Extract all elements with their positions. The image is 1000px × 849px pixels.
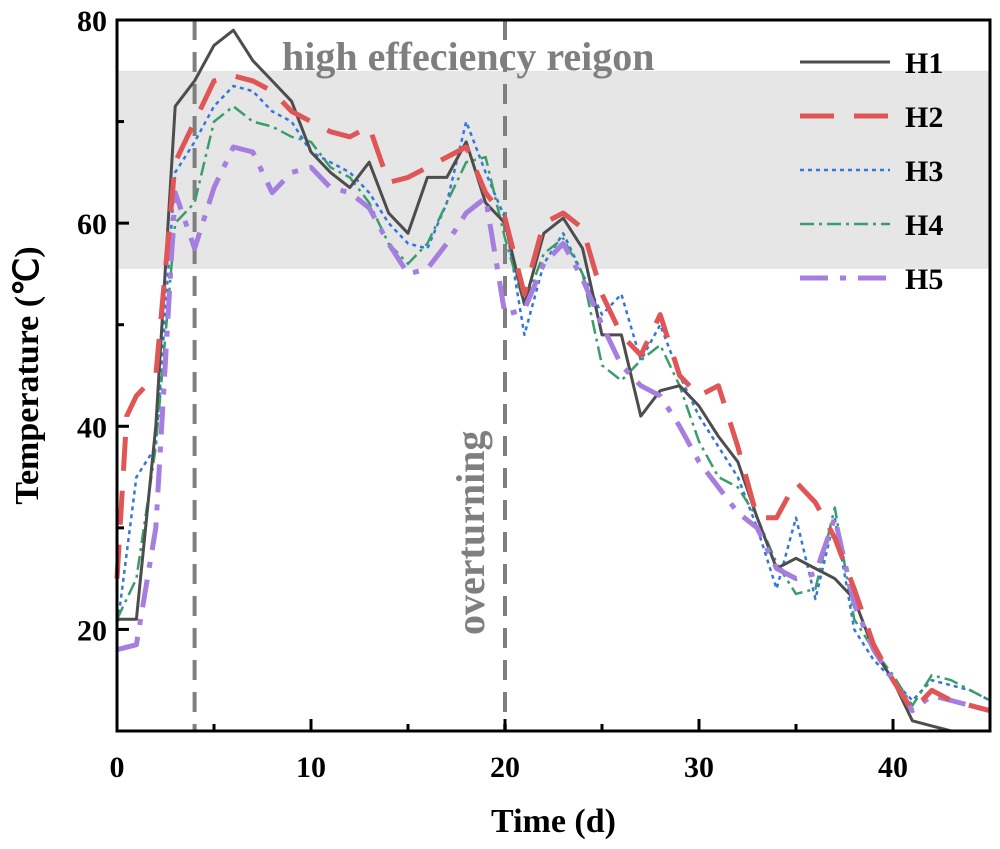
legend-label-h4: H4 [905,209,943,242]
x-tick-label: 0 [110,751,125,784]
y-tick-label: 20 [77,614,107,647]
x-tick-label: 20 [490,751,520,784]
legend-label-h1: H1 [905,47,943,80]
overturning-label: overturning [448,431,493,635]
x-axis-title: Time (d) [491,803,616,840]
legend-label-h3: H3 [905,155,943,188]
legend-label-h2: H2 [905,101,943,134]
y-tick-label: 40 [77,411,107,444]
x-tick-label: 40 [878,751,908,784]
y-tick-label: 60 [77,208,107,241]
y-tick-label: 80 [77,5,107,38]
legend-label-h5: H5 [905,263,943,296]
region-label: high effeciency reigon [282,34,655,79]
x-tick-label: 30 [684,751,714,784]
y-axis-title: Temperature (℃) [9,246,46,504]
x-tick-label: 10 [296,751,326,784]
